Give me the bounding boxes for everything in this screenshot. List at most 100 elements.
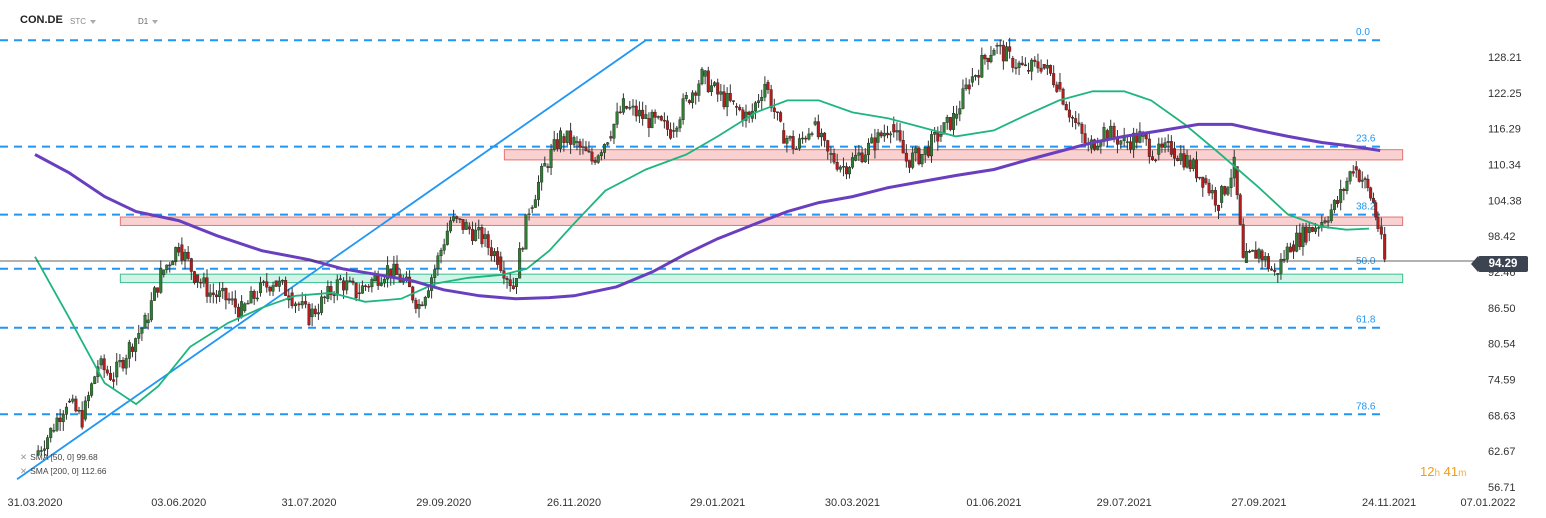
x-tick-label: 31.07.2020	[281, 497, 336, 509]
candle-up	[171, 261, 175, 266]
candle-up	[277, 280, 281, 287]
candle-up	[294, 303, 298, 307]
candle-down	[1020, 62, 1024, 65]
candle-up	[386, 265, 390, 280]
candle-down	[284, 280, 288, 296]
candle-down	[1150, 156, 1154, 161]
candle-down	[130, 346, 134, 352]
candle-up	[540, 166, 544, 183]
candle-up	[127, 342, 131, 359]
candle-up	[876, 132, 880, 143]
candle-down	[977, 75, 981, 78]
candle-up	[1220, 186, 1224, 203]
candle-down	[609, 136, 613, 139]
candle-down	[873, 137, 877, 151]
candle-down	[738, 107, 742, 111]
candle-up	[202, 277, 206, 284]
candle-down	[1254, 249, 1258, 259]
candle-up	[612, 124, 616, 139]
candle-down	[102, 358, 106, 371]
candle-down	[687, 100, 691, 103]
candle-up	[146, 319, 150, 324]
candle-down	[1357, 169, 1361, 182]
candle-down	[1383, 234, 1387, 260]
indicator-label: SMA [200, 0]	[30, 466, 79, 476]
candle-down	[265, 281, 269, 288]
candle-down	[1023, 64, 1027, 66]
candle-down	[274, 280, 278, 287]
timeframe-selector[interactable]: D1	[138, 17, 159, 26]
candle-down	[1144, 134, 1148, 140]
candle-down	[625, 106, 629, 109]
candle-down	[1033, 59, 1037, 62]
candle-up	[439, 249, 443, 257]
symbol-label[interactable]: CON.DE	[20, 14, 63, 26]
indicator-value: 112.66	[81, 466, 107, 476]
candle-down	[508, 279, 512, 286]
candle-up	[255, 297, 259, 300]
candle-up	[271, 285, 275, 292]
candle-down	[192, 271, 196, 283]
candle-down	[1298, 232, 1302, 247]
candle-down	[665, 120, 669, 130]
candle-up	[857, 152, 861, 156]
candle-up	[911, 152, 915, 168]
candle-up	[684, 95, 688, 99]
candle-down	[1310, 227, 1314, 232]
indicator-label: SMA [50, 0]	[30, 452, 75, 462]
candle-up	[1179, 153, 1183, 161]
candle-down	[68, 400, 72, 403]
indicator-sma50[interactable]: ✕ SMA [50, 0] 99.68	[20, 452, 98, 463]
candle-up	[93, 376, 97, 384]
candle-down	[647, 118, 651, 128]
candle-up	[719, 91, 723, 95]
candle-up	[1332, 200, 1336, 210]
candle-down	[1147, 138, 1151, 157]
candle-up	[39, 450, 43, 452]
candle-up	[955, 113, 959, 119]
candle-down	[593, 160, 597, 163]
candle-up	[914, 147, 918, 154]
close-icon[interactable]: ✕	[20, 466, 28, 476]
close-icon[interactable]: ✕	[20, 452, 28, 462]
candle-down	[1369, 187, 1373, 199]
candle-up	[442, 244, 446, 251]
candle-up	[55, 417, 59, 431]
candle-down	[826, 140, 830, 152]
candle-up	[533, 199, 537, 208]
fib-label: 61.8	[1356, 315, 1376, 326]
candle-down	[480, 227, 484, 245]
candle-up	[763, 83, 767, 98]
candle-up	[1198, 176, 1202, 179]
x-tick-label: 01.06.2021	[966, 497, 1021, 509]
candle-up	[1339, 189, 1343, 203]
candle-up	[536, 181, 540, 200]
candle-down	[1154, 159, 1158, 162]
candle-down	[967, 84, 971, 90]
fib-label: 38.2	[1356, 202, 1376, 213]
candle-up	[83, 400, 87, 420]
candle-down	[804, 137, 808, 140]
candle-up	[1157, 143, 1161, 155]
candle-up	[1251, 249, 1255, 252]
candle-up	[426, 290, 430, 298]
candle-down	[1270, 268, 1274, 271]
candle-down	[1204, 178, 1208, 184]
y-tick-label: 98.42	[1488, 231, 1516, 243]
candle-up	[939, 134, 943, 137]
candle-up	[788, 136, 792, 139]
candle-down	[329, 286, 333, 295]
x-tick-label: 26.11.2020	[547, 497, 601, 509]
candle-down	[816, 121, 820, 138]
chart-type-selector[interactable]: STC	[70, 17, 96, 26]
candle-up	[452, 216, 456, 221]
candle-down	[1336, 200, 1340, 204]
x-tick-label: 30.03.2021	[825, 497, 880, 509]
candle-down	[587, 150, 591, 153]
candle-up	[650, 111, 654, 128]
indicator-value: 99.68	[76, 452, 98, 462]
candle-up	[280, 280, 284, 282]
y-tick-label: 68.63	[1488, 410, 1516, 422]
indicator-sma200[interactable]: ✕ SMA [200, 0] 112.66	[20, 466, 107, 477]
